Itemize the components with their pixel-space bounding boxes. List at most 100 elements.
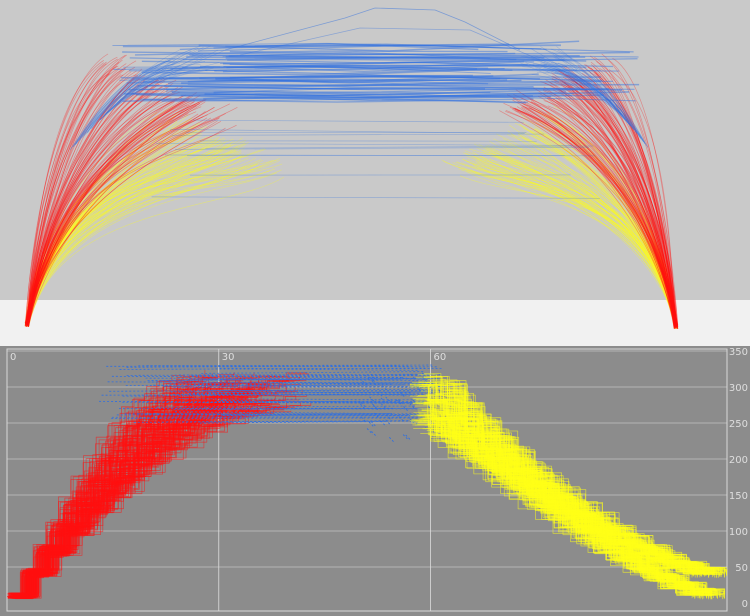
cruise-path bbox=[229, 75, 603, 82]
climb-path bbox=[27, 136, 208, 324]
cruise-path bbox=[181, 79, 508, 84]
descent-path bbox=[522, 137, 677, 326]
descent-path bbox=[545, 113, 678, 328]
cruise-path bbox=[554, 56, 646, 144]
climb-path bbox=[27, 106, 215, 325]
descent-path bbox=[583, 66, 677, 328]
descent-path bbox=[565, 120, 676, 328]
descent-path bbox=[522, 121, 675, 329]
cruise-path bbox=[543, 48, 634, 130]
climb-path bbox=[24, 137, 243, 324]
descent-line bbox=[442, 390, 719, 572]
climb-path bbox=[27, 65, 119, 327]
descent-path bbox=[521, 93, 677, 326]
descent-path bbox=[561, 80, 679, 329]
descent-path bbox=[570, 85, 675, 328]
climb-path bbox=[27, 63, 127, 324]
plot-frame bbox=[6, 348, 728, 612]
cruise-path bbox=[550, 48, 642, 139]
descent-path bbox=[476, 147, 677, 328]
descent-path bbox=[557, 69, 675, 329]
cruise-path bbox=[73, 64, 174, 147]
cruise-line bbox=[179, 374, 430, 377]
descent-path bbox=[488, 151, 677, 326]
climb-path bbox=[27, 111, 180, 324]
descent-path bbox=[594, 57, 678, 327]
cruise-path bbox=[129, 57, 638, 64]
climb-path bbox=[25, 113, 189, 325]
y-tick-label: 50 bbox=[735, 563, 748, 574]
cruise-line bbox=[360, 416, 368, 424]
descent-path bbox=[514, 122, 678, 326]
cruise-line bbox=[366, 428, 374, 435]
cruise-path bbox=[99, 72, 201, 121]
climb-path bbox=[27, 86, 163, 327]
descent-path bbox=[505, 110, 679, 326]
descent-path bbox=[551, 80, 678, 328]
climb-path bbox=[28, 99, 205, 327]
cruise-path bbox=[528, 64, 619, 112]
cruise-path bbox=[164, 154, 596, 157]
cruise-path bbox=[222, 60, 525, 70]
climb-path bbox=[26, 82, 174, 327]
descent-path bbox=[534, 126, 678, 327]
climb-path bbox=[24, 148, 240, 324]
cruise-path bbox=[79, 63, 180, 141]
cruise-path bbox=[174, 146, 589, 150]
climb-path bbox=[26, 98, 176, 326]
climb-line bbox=[17, 401, 308, 597]
cruise-path bbox=[117, 49, 219, 103]
cruise-line bbox=[399, 373, 406, 381]
climb-line bbox=[13, 378, 193, 596]
climb-path bbox=[25, 139, 217, 326]
cruise-path bbox=[122, 95, 526, 104]
cruise-line bbox=[385, 396, 392, 404]
cruise-line bbox=[107, 381, 435, 384]
cruise-line bbox=[173, 385, 444, 388]
cruise-line bbox=[362, 380, 369, 388]
climb-path bbox=[25, 102, 201, 325]
climb-path bbox=[24, 53, 109, 327]
climb-path bbox=[25, 136, 220, 326]
cruise-line bbox=[156, 405, 416, 408]
climb-path bbox=[24, 120, 178, 327]
climb-path bbox=[28, 163, 283, 326]
descent-path bbox=[516, 106, 675, 329]
climb-path bbox=[28, 77, 165, 326]
cruise-path bbox=[239, 27, 541, 61]
climb-path bbox=[25, 146, 238, 327]
climb-path bbox=[28, 56, 118, 326]
cruise-path bbox=[226, 61, 613, 69]
climb-path bbox=[26, 60, 137, 327]
profile-lines bbox=[7, 364, 728, 600]
descent-path bbox=[567, 74, 676, 326]
descent-line bbox=[413, 412, 714, 572]
climb-path bbox=[26, 138, 212, 326]
descent-path bbox=[534, 128, 677, 329]
climb-path bbox=[26, 117, 220, 327]
cruise-path bbox=[75, 61, 176, 145]
cruise-path bbox=[532, 64, 624, 117]
climb-path bbox=[26, 99, 206, 324]
descent-path bbox=[464, 150, 676, 327]
descent-path bbox=[530, 98, 678, 329]
climb-path bbox=[26, 139, 247, 328]
cruise-path bbox=[119, 66, 221, 101]
climb-path bbox=[27, 144, 231, 324]
cruise-path bbox=[165, 87, 581, 93]
cruise-path bbox=[172, 91, 533, 99]
cruise-path bbox=[79, 49, 180, 141]
climb-path bbox=[26, 74, 138, 324]
cruise-path bbox=[87, 67, 188, 133]
cruise-path bbox=[220, 63, 535, 67]
climb-path bbox=[24, 79, 160, 326]
cruise-path bbox=[129, 69, 620, 72]
cruise-line bbox=[402, 374, 410, 381]
descent-path bbox=[519, 124, 678, 326]
climb-path bbox=[25, 72, 111, 324]
cruise-path bbox=[553, 57, 644, 143]
climb-path bbox=[27, 90, 154, 324]
climb-path bbox=[27, 169, 282, 325]
descent-path bbox=[509, 124, 676, 327]
cruise-line bbox=[364, 374, 372, 381]
